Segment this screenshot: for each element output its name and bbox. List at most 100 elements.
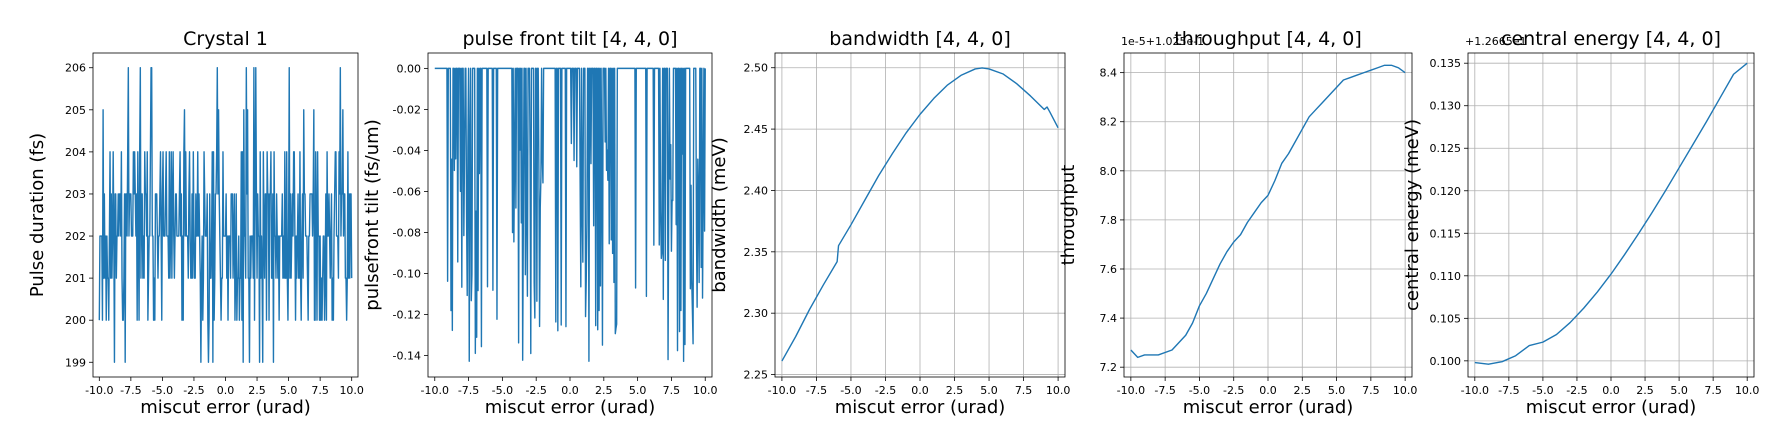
chart-title: Crystal 1	[183, 28, 268, 50]
x-tick-label: 10.0	[1735, 384, 1760, 397]
x-axis-label: miscut error (urad)	[140, 397, 311, 418]
x-tick-label: 10.0	[339, 384, 364, 397]
x-tick-label: 10.0	[693, 384, 718, 397]
y-tick-label: 0.120	[1430, 185, 1462, 198]
y-tick-label: 0.130	[1430, 100, 1462, 113]
y-tick-label: 2.30	[744, 307, 769, 320]
x-tick-label: 2.5	[1294, 384, 1312, 397]
x-axis-label: miscut error (urad)	[485, 397, 656, 418]
y-tick-label: 7.8	[1100, 214, 1118, 227]
y-tick-label: 8.2	[1100, 116, 1118, 129]
series-line	[1474, 62, 1748, 365]
series-line	[434, 67, 706, 363]
y-tick-label: -0.10	[393, 267, 421, 280]
x-tick-label: -5.0	[1532, 384, 1553, 397]
y-tick-label: -0.04	[393, 144, 421, 157]
x-tick-label: 2.5	[1636, 384, 1654, 397]
y-axis-label: pulsefront tilt (fs/um)	[362, 119, 383, 310]
y-offset-label: 1e-5+1.025e-1	[1121, 35, 1204, 48]
x-tick-label: -2.5	[1566, 384, 1587, 397]
x-tick-label: 0.0	[1602, 384, 1620, 397]
y-tick-label: 7.4	[1100, 312, 1118, 325]
x-axis-label: miscut error (urad)	[835, 397, 1006, 418]
y-axis-label: central energy (meV)	[1402, 119, 1423, 311]
y-tick-label: 0.110	[1430, 270, 1462, 283]
y-tick-label: -0.14	[393, 349, 421, 362]
x-tick-label: 10.0	[1046, 384, 1071, 397]
x-tick-label: 0.0	[911, 384, 929, 397]
x-tick-label: -5.0	[1189, 384, 1210, 397]
y-tick-label: 7.6	[1100, 263, 1118, 276]
x-tick-label: -5.0	[492, 384, 513, 397]
x-tick-label: -10.0	[768, 384, 796, 397]
x-tick-label: -7.5	[1498, 384, 1519, 397]
x-tick-label: -10.0	[85, 384, 113, 397]
x-tick-label: -2.5	[525, 384, 546, 397]
x-tick-label: 2.5	[248, 384, 266, 397]
y-tick-label: 204	[65, 146, 86, 159]
y-tick-label: 206	[65, 62, 86, 75]
y-tick-label: 0.105	[1430, 312, 1462, 325]
y-tick-label: 2.45	[744, 123, 769, 136]
y-tick-label: 0.115	[1430, 227, 1462, 240]
x-tick-label: -7.5	[1154, 384, 1175, 397]
x-tick-label: -5.0	[840, 384, 861, 397]
series-line	[1130, 64, 1406, 359]
y-axis-label: bandwidth (meV)	[709, 137, 730, 293]
x-tick-label: 0.0	[561, 384, 579, 397]
chart-panel-5: -10.0 -7.5 -5.0 -2.5 0.0 2.5 5.0 7.5 10.0 0.100 0.…	[1402, 28, 1759, 418]
chart-panel-1: -10.0 -7.5 -5.0 -2.5 0.0 2.5 5.0 7.5 10.0 199 200 2…	[27, 28, 364, 418]
x-tick-label: 7.5	[1015, 384, 1033, 397]
x-tick-label: -7.5	[458, 384, 479, 397]
x-tick-label: 10.0	[1393, 384, 1418, 397]
series-line	[781, 67, 1059, 362]
chart-title: bandwidth [4, 4, 0]	[829, 28, 1010, 50]
x-tick-label: 7.5	[663, 384, 681, 397]
x-tick-label: -2.5	[183, 384, 204, 397]
x-axis-label: miscut error (urad)	[1183, 397, 1354, 418]
x-tick-label: -2.5	[875, 384, 896, 397]
y-tick-label: -0.06	[393, 185, 421, 198]
chart-panel-4: -10.0 -7.5 -5.0 -2.5 0.0 2.5 5.0 7.5 10.0 7.2 7.4 7…	[1058, 28, 1417, 418]
y-tick-label: 0.00	[397, 62, 422, 75]
x-tick-label: 0.0	[217, 384, 235, 397]
x-tick-label: 7.5	[311, 384, 329, 397]
x-tick-label: 5.0	[1670, 384, 1688, 397]
x-tick-label: 5.0	[1328, 384, 1346, 397]
chart-title: throughput [4, 4, 0]	[1174, 28, 1362, 50]
y-tick-label: 199	[65, 356, 86, 369]
chart-title: pulse front tilt [4, 4, 0]	[463, 28, 678, 50]
x-tick-label: 7.5	[1704, 384, 1722, 397]
y-tick-label: 0.135	[1430, 57, 1462, 70]
x-tick-label: -2.5	[1223, 384, 1244, 397]
y-tick-label: 2.40	[744, 184, 769, 197]
x-tick-label: 5.0	[280, 384, 298, 397]
y-tick-label: 202	[65, 230, 86, 243]
y-tick-label: 2.35	[744, 246, 769, 259]
y-tick-label: 203	[65, 188, 86, 201]
y-tick-label: -0.08	[393, 226, 421, 239]
x-tick-label: -7.5	[806, 384, 827, 397]
y-tick-label: 205	[65, 104, 86, 117]
chart-panel-2: -10.0 -7.5 -5.0 -2.5 0.0 2.5 5.0 7.5 10.0 -0.14 -0…	[362, 28, 717, 418]
y-tick-label: 2.50	[744, 62, 769, 75]
y-tick-label: 0.100	[1430, 355, 1462, 368]
x-tick-label: -10.0	[1117, 384, 1145, 397]
x-tick-label: -10.0	[421, 384, 449, 397]
x-axis-label: miscut error (urad)	[1526, 397, 1697, 418]
series-line	[98, 67, 353, 363]
x-tick-label: 7.5	[1362, 384, 1380, 397]
x-tick-label: -10.0	[1461, 384, 1489, 397]
y-tick-label: 8.0	[1100, 165, 1118, 178]
y-tick-label: 201	[65, 272, 86, 285]
y-tick-label: 2.25	[744, 369, 769, 382]
y-tick-label: -0.12	[393, 308, 421, 321]
x-tick-label: 5.0	[629, 384, 647, 397]
x-tick-label: 2.5	[946, 384, 964, 397]
y-tick-label: 200	[65, 314, 86, 327]
y-tick-label: -0.02	[393, 103, 421, 116]
y-tick-label: 8.4	[1100, 67, 1118, 80]
x-tick-label: 5.0	[980, 384, 998, 397]
y-offset-label: +1.2665e1	[1465, 35, 1526, 48]
